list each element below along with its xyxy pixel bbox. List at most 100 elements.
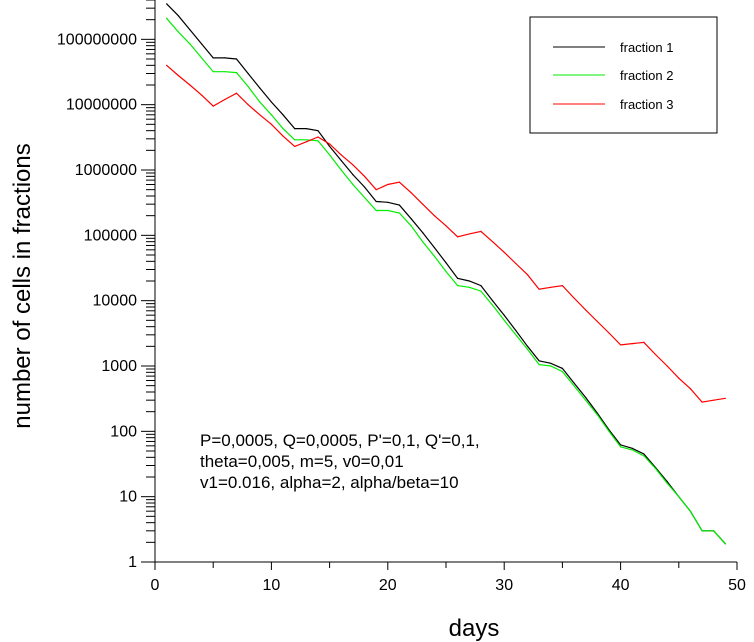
- data-point: [480, 290, 482, 292]
- data-point: [224, 98, 226, 101]
- data-point: [329, 154, 331, 156]
- data-point: [457, 285, 459, 287]
- y-tick-label: 100000000: [57, 31, 137, 48]
- data-point: [166, 17, 168, 19]
- data-point: [538, 360, 540, 362]
- data-point: [352, 183, 354, 186]
- x-tick-label: 50: [728, 577, 746, 594]
- data-point: [166, 64, 168, 66]
- data-point: [247, 72, 249, 75]
- data-point: [678, 377, 680, 379]
- data-point: [515, 262, 517, 265]
- data-point: [235, 71, 238, 74]
- data-point: [352, 174, 354, 176]
- data-point: [491, 304, 494, 306]
- plot-area: 0 10 20 30 40 50 1 10 100 1000 10000 100000 1000000…: [57, 0, 746, 594]
- data-point: [282, 135, 284, 137]
- data-point: [620, 446, 622, 448]
- annotation-line-3: v1=0.016, alpha=2, alpha/beta=10: [200, 473, 459, 492]
- data-point: [410, 192, 412, 194]
- data-point: [433, 255, 435, 257]
- data-point: [340, 169, 342, 171]
- data-point: [445, 270, 447, 273]
- data-point: [375, 209, 377, 212]
- data-point: [363, 196, 366, 199]
- data-point: [317, 130, 319, 132]
- data-point: [480, 285, 482, 287]
- data-point: [631, 447, 633, 449]
- data-point: [235, 92, 238, 94]
- data-point: [689, 510, 692, 512]
- data-point: [422, 232, 424, 234]
- legend-label-fraction-3: fraction 3: [620, 97, 673, 112]
- data-point: [631, 449, 633, 451]
- data-point: [189, 84, 191, 86]
- data-point: [270, 114, 272, 116]
- y-tick-label: 100000: [84, 227, 137, 244]
- data-point: [177, 74, 179, 77]
- data-point: [701, 401, 703, 403]
- data-point: [235, 58, 238, 60]
- data-point: [410, 218, 412, 220]
- data-point: [608, 430, 610, 432]
- data-point: [457, 236, 459, 238]
- data-point: [631, 343, 633, 345]
- data-point: [177, 31, 179, 33]
- data-point: [585, 309, 587, 311]
- data-point: [643, 455, 645, 457]
- data-point: [654, 353, 657, 356]
- data-point: [503, 251, 505, 253]
- data-point: [503, 319, 505, 321]
- y-tick-label: 10000: [93, 293, 138, 310]
- x-axis-title: days: [449, 615, 500, 642]
- data-point: [177, 15, 179, 17]
- data-point: [468, 233, 470, 235]
- data-point: [573, 297, 575, 299]
- data-point: [666, 365, 668, 367]
- data-point: [491, 241, 494, 243]
- y-tick-label: 100: [110, 423, 137, 440]
- data-point: [585, 396, 587, 399]
- data-point: [305, 128, 307, 130]
- data-point: [305, 139, 307, 141]
- data-point: [433, 246, 435, 249]
- data-point: [468, 280, 470, 282]
- annotation-line-1: P=0,0005, Q=0,0005, P'=0,1, Q'=0,1,: [200, 431, 480, 450]
- data-point: [526, 345, 529, 347]
- data-point: [550, 365, 552, 367]
- data-point: [433, 215, 435, 217]
- legend-label-fraction-2: fraction 2: [620, 68, 673, 83]
- data-point: [526, 348, 529, 350]
- data-point: [387, 201, 389, 203]
- data-point: [375, 189, 377, 191]
- y-tick-label: 10000000: [66, 97, 137, 114]
- data-point: [270, 123, 272, 125]
- data-point: [620, 444, 622, 446]
- data-point: [305, 141, 307, 143]
- data-point: [200, 94, 203, 96]
- data-point: [294, 145, 296, 147]
- data-point: [724, 543, 726, 545]
- x-tick-label: 30: [495, 577, 513, 594]
- data-point: [294, 128, 296, 130]
- data-point: [515, 329, 517, 332]
- x-tick-label: 10: [263, 577, 281, 594]
- data-point: [317, 136, 319, 138]
- data-point: [247, 85, 249, 88]
- data-point: [689, 388, 692, 390]
- y-tick-label: 1: [128, 554, 137, 571]
- data-point: [340, 159, 342, 162]
- data-point: [422, 241, 424, 243]
- data-point: [363, 186, 366, 188]
- y-ticks: 1 10 100 1000 10000 100000 1000000 10000000 1000…: [57, 0, 155, 571]
- data-point: [398, 181, 401, 183]
- data-point: [189, 43, 191, 45]
- data-point: [410, 225, 412, 227]
- data-point: [550, 286, 552, 288]
- data-point: [585, 399, 587, 401]
- data-point: [282, 114, 284, 116]
- data-point: [596, 320, 598, 323]
- y-tick-label: 1000: [101, 358, 137, 375]
- data-point: [398, 204, 401, 206]
